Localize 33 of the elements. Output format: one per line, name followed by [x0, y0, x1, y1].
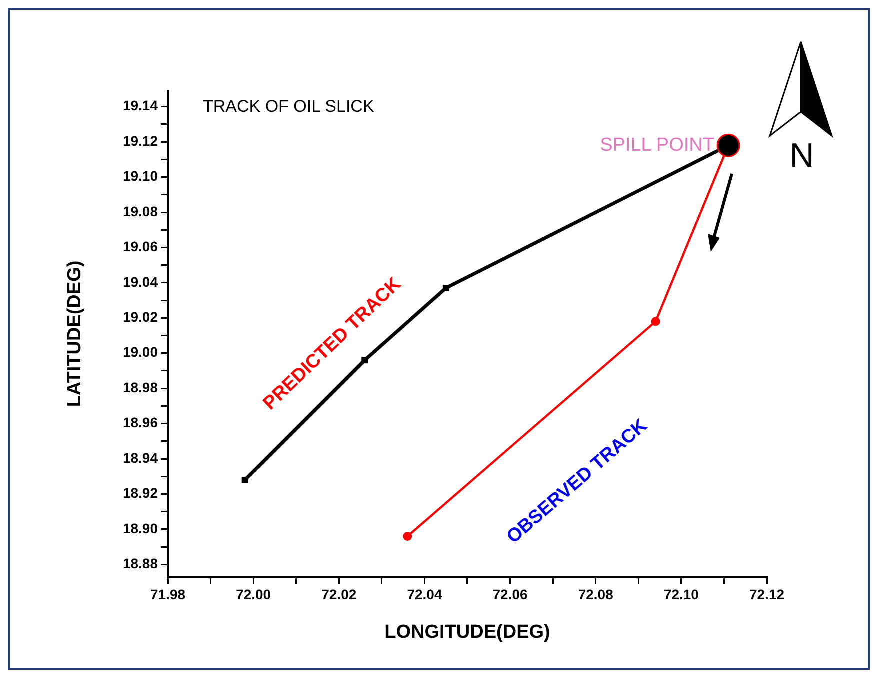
y-tick-label: 18.88: [122, 556, 158, 572]
y-tick-label: 19.10: [122, 168, 158, 184]
text: N: [788, 137, 816, 175]
x-tick-label: 72.12: [749, 586, 785, 602]
x-tick-label: 72.10: [664, 586, 700, 602]
point: [716, 134, 740, 158]
x-tick-label: 72.04: [407, 586, 442, 602]
y-tick-label: 19.14: [122, 98, 158, 114]
point: [242, 476, 248, 484]
x-tick-label: 71.98: [150, 586, 186, 602]
point: [651, 317, 660, 326]
y-tick-label: 19.06: [122, 238, 158, 255]
annotation: SPILL POINT: [600, 134, 715, 156]
y-tick-label: 18.96: [122, 414, 158, 431]
chart-title: TRACK OF OIL SLICK: [203, 97, 375, 116]
point: [362, 357, 368, 364]
x-tick-label: 72.00: [236, 586, 272, 602]
y-tick-label: 19.00: [122, 344, 158, 360]
x-tick-label: 72.02: [322, 586, 357, 602]
x-tick-label: 72.06: [492, 586, 528, 602]
y-tick-label: 18.94: [122, 450, 158, 466]
point: [403, 532, 412, 541]
y-tick-label: 19.04: [122, 274, 158, 290]
y-tick-label: 19.02: [122, 309, 158, 326]
y-tick-label: 19.12: [122, 132, 158, 149]
x-tick-label: 72.08: [578, 586, 614, 602]
y-tick-label: 18.92: [122, 485, 158, 502]
y-axis-title: LATITUDE(DEG): [64, 260, 86, 408]
y-tick-label: 19.08: [122, 203, 158, 220]
point: [442, 285, 450, 292]
y-tick-label: 18.90: [122, 520, 158, 536]
x-axis-title: LONGITUDE(DEG): [384, 622, 550, 643]
y-tick-label: 18.98: [122, 379, 158, 396]
